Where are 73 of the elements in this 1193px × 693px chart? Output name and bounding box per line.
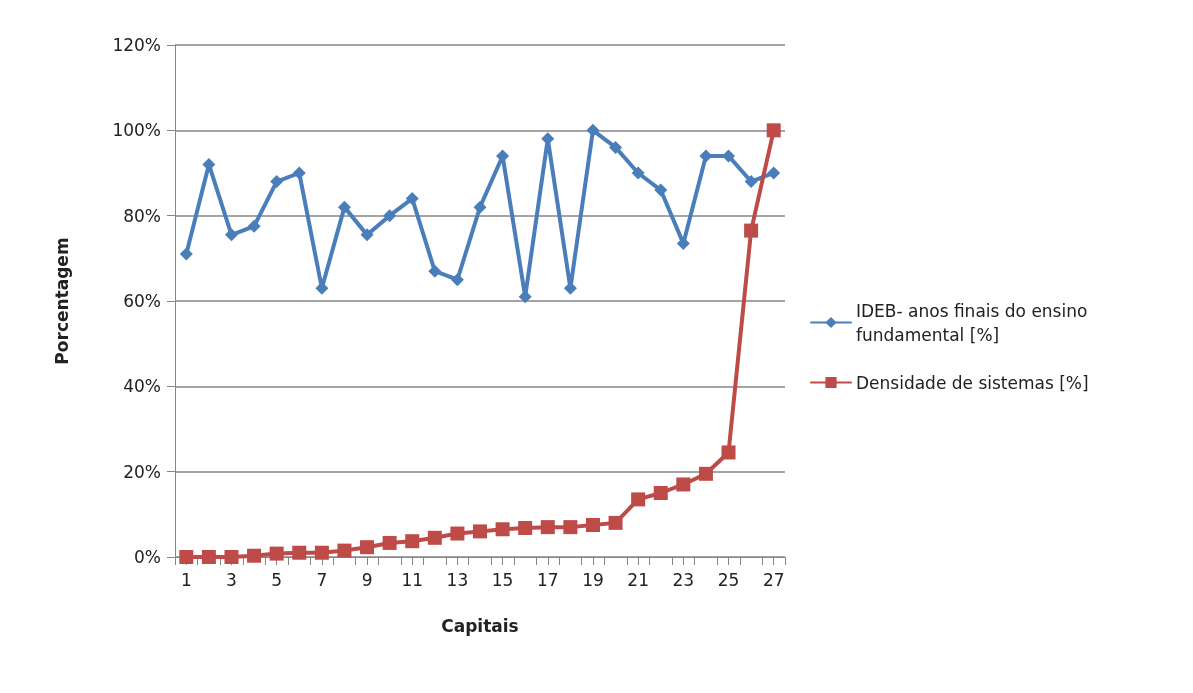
point xyxy=(314,545,329,560)
point xyxy=(179,550,194,564)
point xyxy=(563,520,578,535)
y-tick-label: 80% xyxy=(123,205,161,226)
x-tick-label: 1 xyxy=(180,569,192,590)
x-tick-label: 27 xyxy=(762,569,785,590)
point xyxy=(586,123,600,137)
x-axis-title: Capitais xyxy=(441,615,519,636)
point xyxy=(405,192,419,206)
y-tick-label: 120% xyxy=(112,35,161,55)
point xyxy=(495,522,510,537)
point xyxy=(654,183,668,197)
point xyxy=(247,219,261,233)
y-tick-label: 40% xyxy=(123,376,161,397)
point xyxy=(473,200,487,214)
point xyxy=(698,466,713,481)
legend-label: IDEB- anos finais do ensino fundamental [%] xyxy=(856,300,1093,345)
point xyxy=(224,550,239,564)
x-tick-label: 11 xyxy=(401,569,424,590)
point xyxy=(360,228,374,242)
point xyxy=(428,264,442,278)
x-tick-label: 5 xyxy=(271,569,283,590)
point xyxy=(744,175,758,189)
point xyxy=(767,166,781,180)
point xyxy=(450,526,465,541)
point xyxy=(269,546,284,561)
point xyxy=(292,166,306,180)
point xyxy=(337,200,351,214)
point xyxy=(292,545,307,560)
point xyxy=(247,548,262,563)
point xyxy=(744,223,759,238)
point xyxy=(450,273,464,287)
point xyxy=(609,140,623,154)
point xyxy=(383,209,397,223)
point xyxy=(224,228,238,242)
point xyxy=(722,149,736,163)
point xyxy=(540,520,555,535)
x-tick-label: 13 xyxy=(446,569,469,590)
point xyxy=(518,520,533,535)
x-tick-label: 3 xyxy=(226,569,237,590)
point xyxy=(405,534,420,549)
point xyxy=(518,290,532,304)
point xyxy=(179,247,193,261)
y-tick-label: 60% xyxy=(123,291,161,311)
x-tick-label: 15 xyxy=(491,569,514,590)
x-tick-label: 7 xyxy=(316,569,328,590)
point xyxy=(270,175,284,189)
point xyxy=(337,543,352,558)
point xyxy=(676,477,691,492)
point xyxy=(201,550,216,564)
point xyxy=(631,166,645,180)
point xyxy=(585,518,600,532)
point xyxy=(473,524,487,539)
point xyxy=(721,445,736,460)
x-tick-label: 9 xyxy=(361,569,373,590)
x-tick-label: 19 xyxy=(582,569,604,590)
point xyxy=(766,123,781,138)
point xyxy=(608,515,623,530)
x-tick-label: 21 xyxy=(627,569,649,590)
point xyxy=(360,540,375,555)
x-tick-label: 25 xyxy=(717,569,740,590)
point xyxy=(427,530,442,545)
legend-label: Densidade de sistemas [%] xyxy=(856,372,1089,393)
point xyxy=(631,492,646,507)
x-tick-label: 17 xyxy=(536,569,559,590)
point xyxy=(699,149,713,163)
y-axis-title: Porcentagem xyxy=(51,237,72,365)
point xyxy=(653,486,668,500)
y-tick-label: 100% xyxy=(112,120,161,141)
x-tick-label: 23 xyxy=(672,569,695,590)
y-tick-label: 20% xyxy=(123,461,161,482)
point xyxy=(382,535,397,550)
y-tick-label: 0% xyxy=(134,547,161,567)
